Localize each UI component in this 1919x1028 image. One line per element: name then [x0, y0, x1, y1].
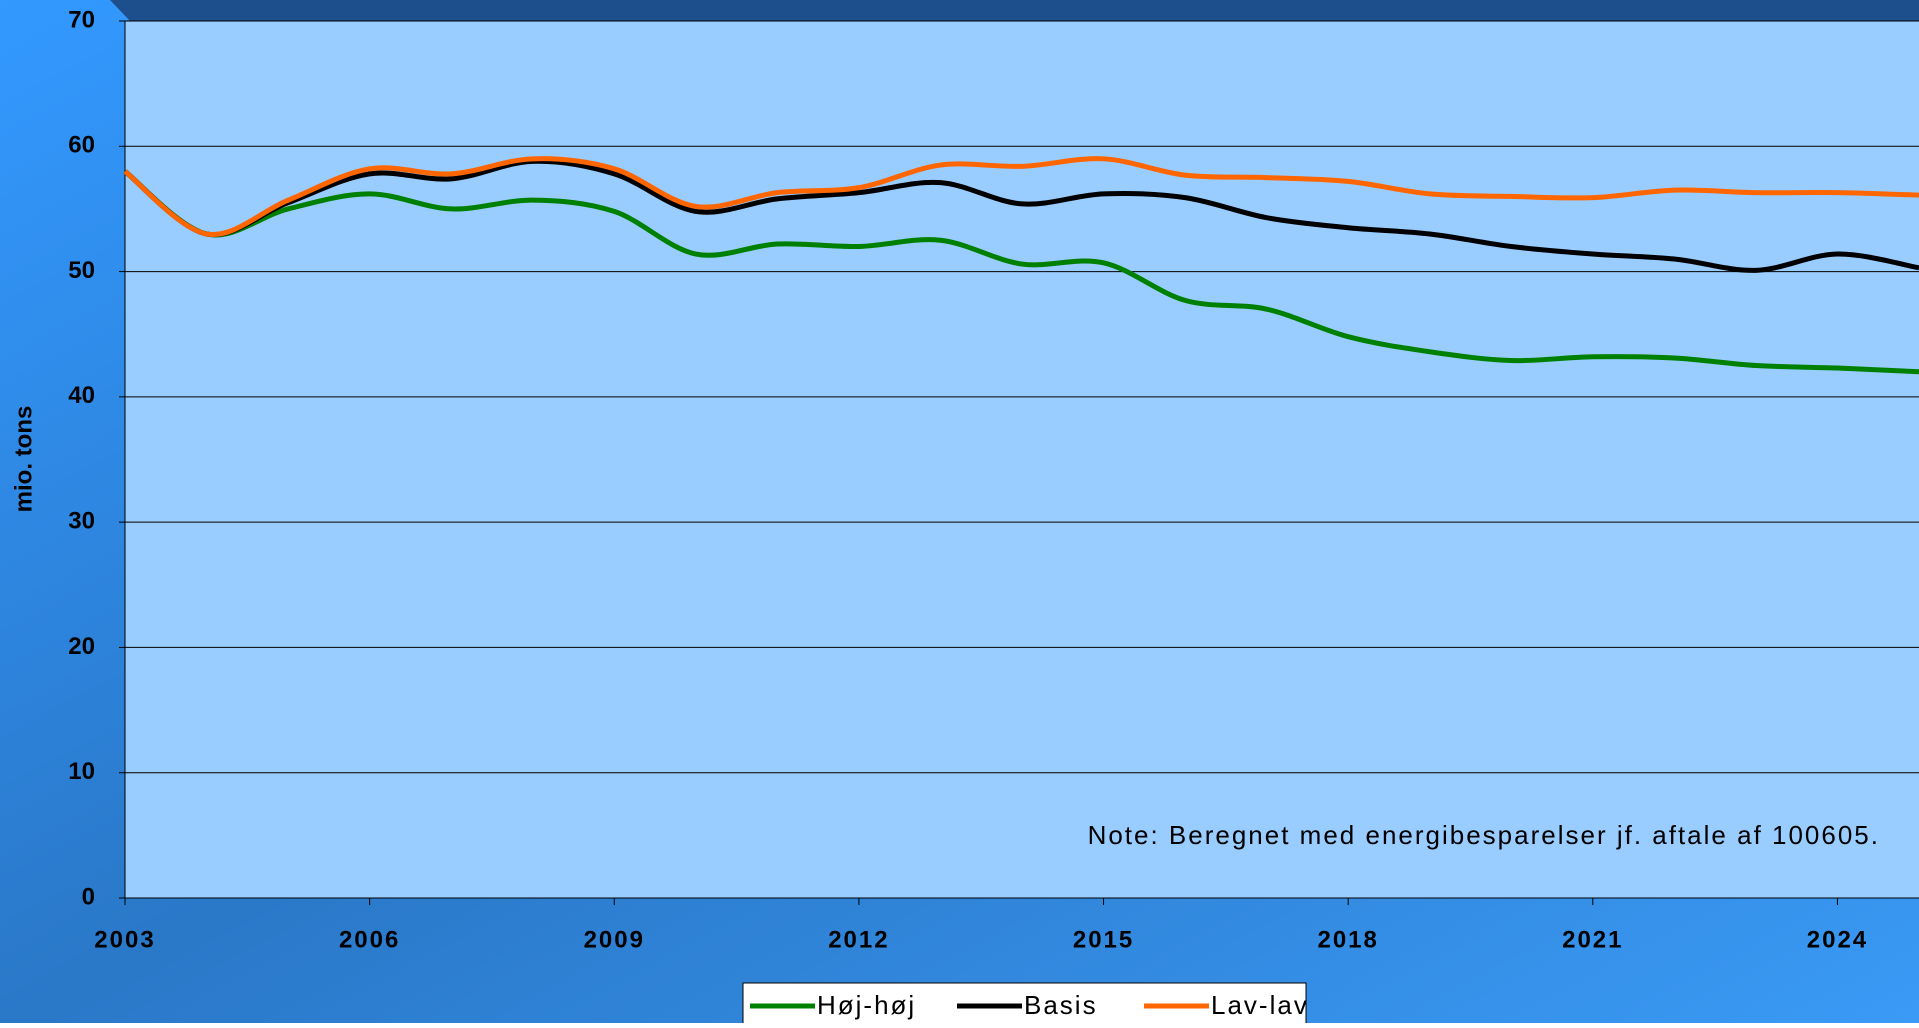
y-axis-label: mio. tons	[10, 406, 37, 513]
legend-label: Basis	[1024, 990, 1098, 1020]
x-tick-label: 2003	[94, 926, 155, 953]
legend-label: Lav-lav	[1211, 990, 1309, 1020]
y-tick-label: 60	[68, 132, 95, 159]
y-tick-label: 70	[68, 6, 95, 33]
line-series	[123, 169, 1919, 375]
y-tick-label: 20	[68, 633, 95, 660]
y-tick-label: 0	[82, 883, 95, 910]
line-series	[123, 158, 1919, 273]
y-tick-label: 40	[68, 382, 95, 409]
annotation: Note: Beregnet med energibesparelser jf.…	[1088, 820, 1880, 850]
legend-box	[742, 982, 1307, 1026]
legend-label: Høj-høj	[817, 990, 916, 1020]
x-tick-label: 2018	[1317, 926, 1378, 953]
line-series	[123, 156, 1919, 237]
x-tick-label: 2012	[828, 926, 889, 953]
x-tick-label: 2021	[1562, 926, 1623, 953]
header-band	[110, 0, 1919, 21]
x-tick-label: 2024	[1807, 926, 1868, 953]
x-tick-label: 2006	[339, 926, 400, 953]
x-tick-label: 2009	[584, 926, 645, 953]
x-tick-label: 2015	[1073, 926, 1134, 953]
y-tick-label: 10	[68, 758, 95, 785]
plot-area	[125, 21, 1919, 898]
y-tick-label: 50	[68, 257, 95, 284]
y-tick-label: 30	[68, 507, 95, 534]
legend: Høj-høj Basis Lav-lav	[742, 982, 1309, 1026]
